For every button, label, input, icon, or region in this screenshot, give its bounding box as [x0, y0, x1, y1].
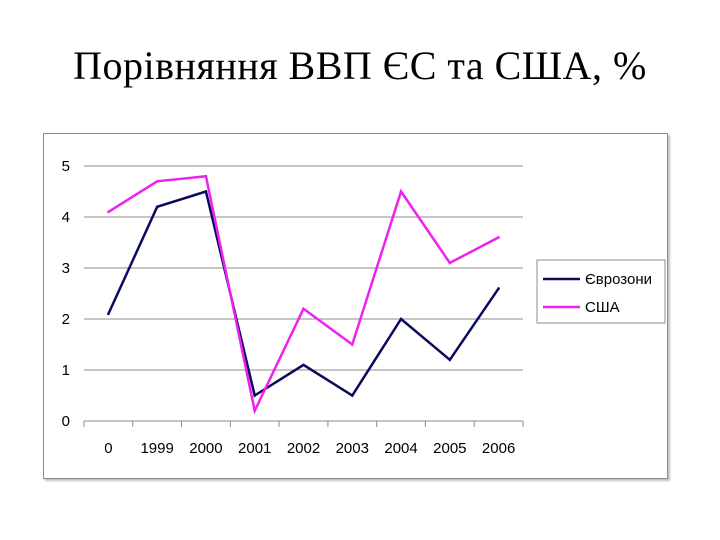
legend: Єврозони США — [536, 259, 666, 324]
gridlines — [84, 165, 523, 422]
data-point — [350, 343, 354, 346]
data-point — [448, 261, 452, 265]
x-tick-label: 2003 — [336, 440, 369, 457]
data-point — [448, 358, 452, 362]
legend-label: Єврозони — [585, 271, 652, 288]
data-point — [253, 409, 257, 413]
slide-title: Порівняння ВВП ЄС та США, % — [73, 43, 647, 88]
data-point — [497, 236, 500, 239]
y-axis-ticks: 0 1 2 3 4 5 — [62, 158, 70, 430]
x-axis-ticks: 0 1999 2000 2001 2002 2003 2004 2005 2006 — [83, 421, 524, 457]
x-tick-label: 2002 — [287, 440, 320, 457]
data-point — [497, 287, 500, 290]
data-point — [204, 174, 208, 178]
y-tick-label: 1 — [62, 362, 70, 379]
data-point — [399, 190, 403, 193]
y-tick-label: 3 — [62, 260, 70, 277]
legend-box — [536, 259, 666, 324]
series-line-1 — [107, 174, 500, 415]
data-point — [107, 312, 110, 316]
y-tick-label: 4 — [62, 209, 70, 226]
data-point — [399, 317, 403, 321]
data-point — [350, 394, 354, 397]
x-tick-label: 2005 — [433, 440, 466, 457]
data-point — [155, 180, 159, 183]
y-tick-label: 5 — [62, 158, 70, 175]
x-tick-label: 2006 — [482, 440, 515, 457]
data-point — [155, 205, 159, 209]
x-tick-label: 2004 — [384, 440, 417, 457]
data-point — [204, 190, 208, 193]
x-tick-label: 0 — [104, 440, 112, 457]
data-point — [107, 210, 110, 214]
data-point — [302, 307, 305, 311]
series-lines — [107, 174, 500, 415]
x-tick-label: 2000 — [189, 440, 222, 457]
legend-label: США — [585, 299, 620, 316]
y-tick-label: 2 — [62, 311, 70, 328]
y-tick-label: 0 — [62, 413, 70, 430]
data-point — [253, 394, 257, 397]
x-tick-label: 1999 — [140, 440, 173, 457]
data-point — [302, 363, 305, 367]
x-tick-label: 2001 — [238, 440, 271, 457]
